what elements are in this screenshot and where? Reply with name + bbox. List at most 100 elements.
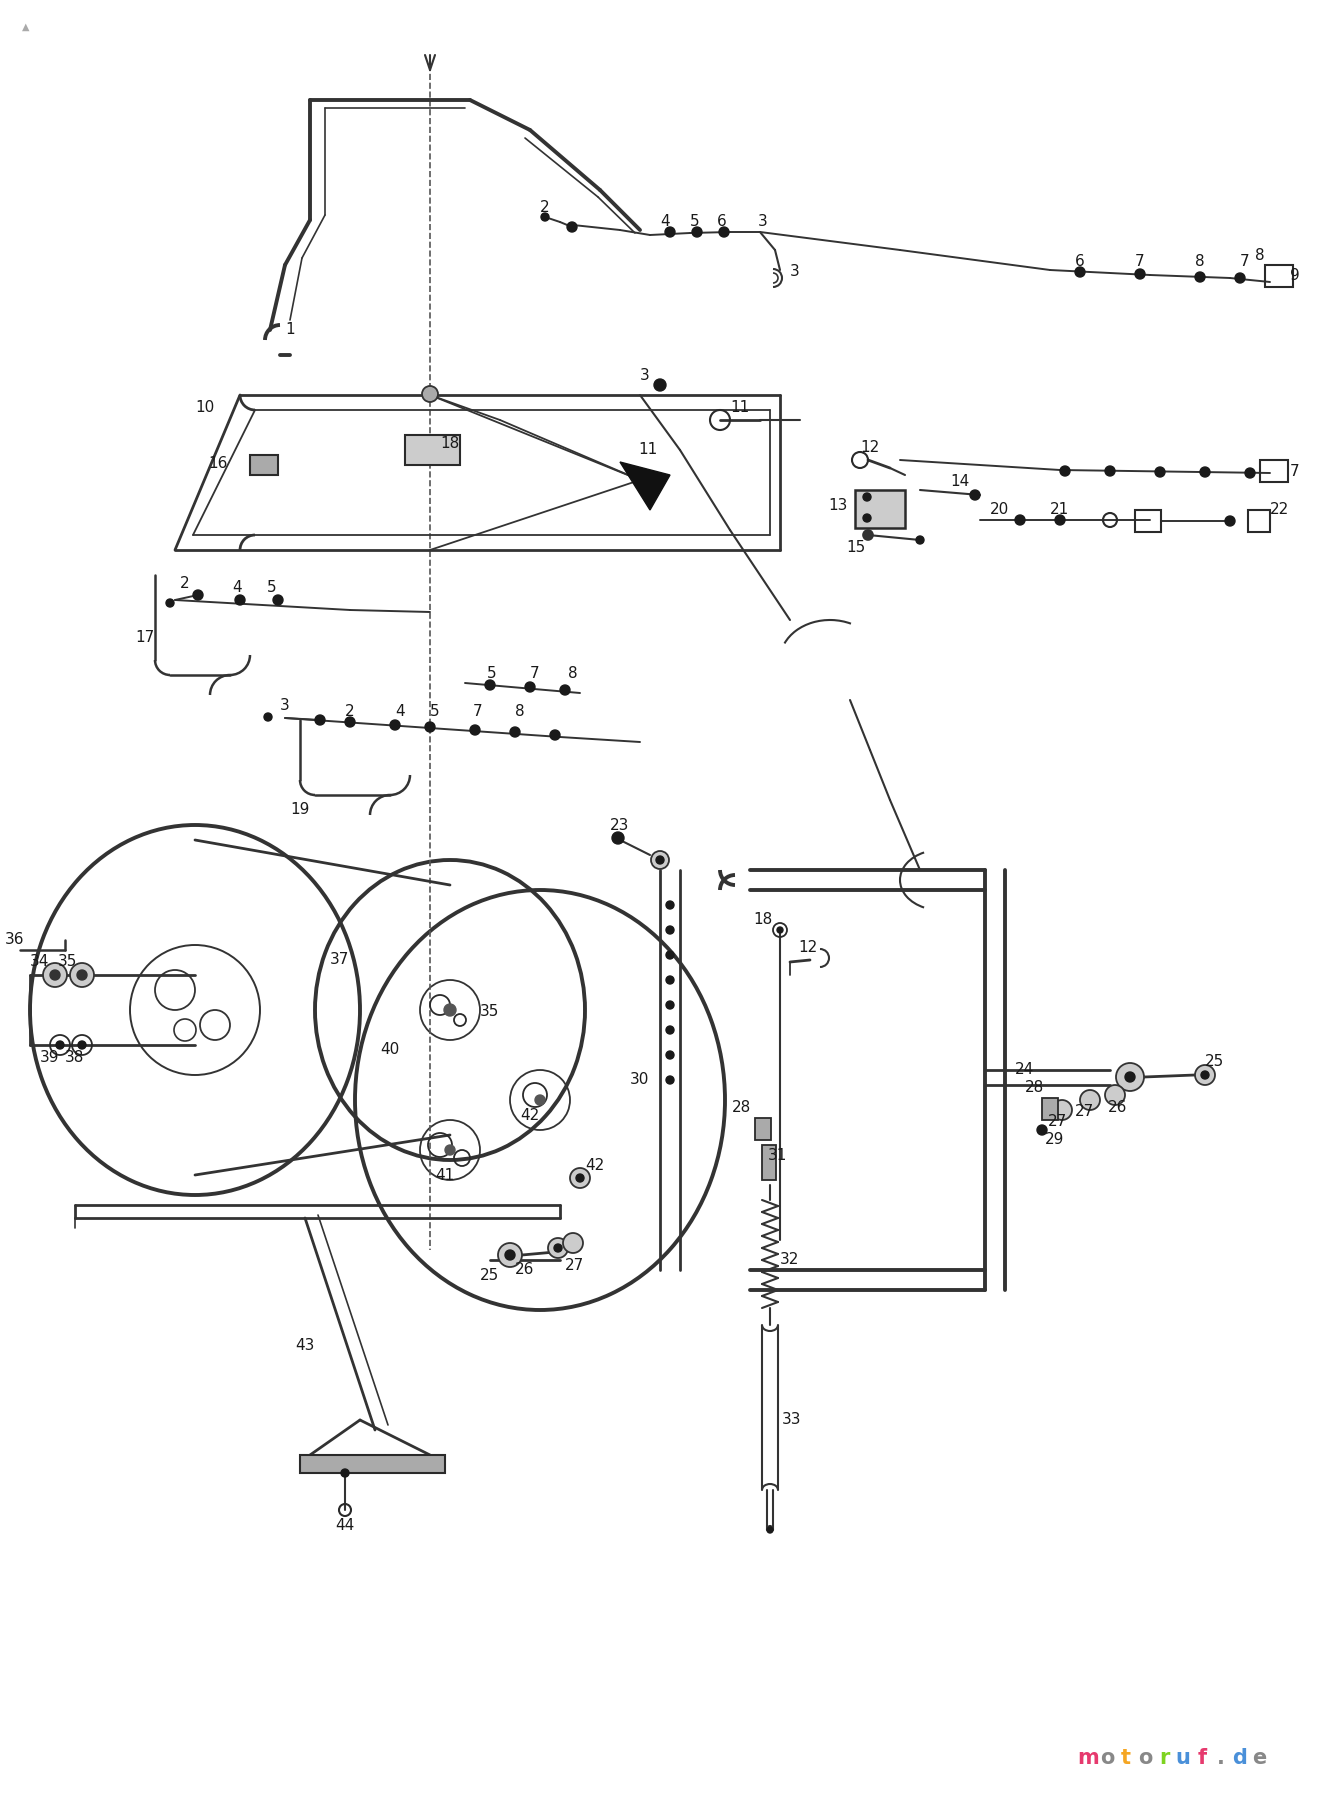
Circle shape	[535, 1094, 544, 1105]
Circle shape	[864, 515, 872, 522]
Bar	[1248, 509, 1270, 533]
Text: u: u	[1176, 1748, 1191, 1768]
Text: 9: 9	[1290, 268, 1299, 283]
Text: 3: 3	[790, 265, 799, 279]
Circle shape	[970, 490, 980, 500]
Text: 22: 22	[1270, 502, 1290, 518]
Text: 42: 42	[520, 1107, 539, 1123]
Circle shape	[666, 1051, 675, 1058]
Text: 8: 8	[1255, 247, 1265, 263]
Text: 41: 41	[436, 1168, 455, 1183]
Circle shape	[485, 680, 495, 689]
Circle shape	[1051, 1100, 1071, 1120]
Circle shape	[1134, 268, 1145, 279]
Circle shape	[567, 221, 577, 232]
Circle shape	[666, 925, 675, 934]
Text: 10: 10	[196, 401, 215, 416]
Text: 38: 38	[66, 1051, 84, 1066]
Text: 11: 11	[731, 401, 750, 416]
Text: 5: 5	[267, 580, 276, 596]
Text: 12: 12	[798, 940, 818, 956]
Circle shape	[1055, 515, 1065, 526]
Text: 15: 15	[846, 540, 866, 556]
Bar	[405, 436, 460, 464]
Text: 28: 28	[732, 1100, 751, 1116]
Circle shape	[425, 722, 434, 733]
Circle shape	[1244, 468, 1255, 479]
Text: 34: 34	[31, 954, 50, 970]
Bar	[249, 455, 278, 475]
Text: 17: 17	[135, 630, 154, 646]
Bar	[1261, 461, 1287, 482]
Circle shape	[1075, 266, 1085, 277]
Text: 7: 7	[1240, 254, 1250, 270]
Circle shape	[78, 1040, 86, 1049]
Circle shape	[916, 536, 924, 544]
Bar	[856, 490, 905, 527]
Text: d: d	[1232, 1748, 1247, 1768]
Circle shape	[235, 596, 245, 605]
Text: 7: 7	[1136, 254, 1145, 270]
Circle shape	[506, 1249, 515, 1260]
Text: 4: 4	[232, 580, 241, 596]
Circle shape	[341, 1469, 349, 1478]
Circle shape	[654, 380, 666, 391]
Text: 27: 27	[566, 1258, 585, 1273]
Circle shape	[1195, 1066, 1215, 1085]
Text: 8: 8	[1195, 254, 1204, 270]
Circle shape	[864, 529, 873, 540]
Bar	[755, 1118, 771, 1139]
Text: 2: 2	[345, 704, 355, 720]
Text: 43: 43	[295, 1337, 315, 1352]
Bar	[1042, 1098, 1058, 1120]
Circle shape	[76, 970, 87, 979]
Circle shape	[1195, 272, 1206, 283]
Text: o: o	[1137, 1748, 1152, 1768]
Circle shape	[561, 686, 570, 695]
Bar	[1134, 509, 1161, 533]
Circle shape	[422, 385, 439, 401]
Text: 26: 26	[1108, 1100, 1128, 1116]
Text: 32: 32	[780, 1253, 799, 1267]
Text: 37: 37	[330, 952, 350, 968]
Text: 27: 27	[1049, 1114, 1067, 1130]
Circle shape	[864, 493, 872, 500]
Circle shape	[193, 590, 202, 599]
Text: 11: 11	[638, 443, 657, 457]
Circle shape	[1125, 1073, 1134, 1082]
Text: 28: 28	[1026, 1080, 1045, 1096]
Circle shape	[1059, 466, 1070, 475]
Text: 36: 36	[5, 932, 24, 947]
Text: e: e	[1252, 1748, 1266, 1768]
Circle shape	[570, 1168, 590, 1188]
Circle shape	[666, 1026, 675, 1033]
Text: 42: 42	[586, 1157, 605, 1172]
Text: 40: 40	[381, 1042, 400, 1058]
Text: 44: 44	[335, 1517, 354, 1532]
Text: 26: 26	[515, 1262, 535, 1278]
Circle shape	[498, 1244, 522, 1267]
Bar	[1265, 265, 1293, 286]
Circle shape	[563, 1233, 583, 1253]
Text: 3: 3	[758, 214, 768, 229]
Polygon shape	[620, 463, 670, 509]
Circle shape	[166, 599, 174, 607]
Circle shape	[719, 227, 730, 238]
Circle shape	[692, 227, 701, 238]
Circle shape	[70, 963, 94, 986]
Text: 18: 18	[440, 436, 460, 450]
Circle shape	[577, 1174, 583, 1183]
Text: 20: 20	[991, 502, 1010, 518]
Circle shape	[1202, 1071, 1210, 1078]
Text: 5: 5	[487, 666, 496, 682]
Circle shape	[666, 1076, 675, 1084]
Circle shape	[274, 596, 283, 605]
Text: 6: 6	[1075, 254, 1085, 270]
Text: t: t	[1121, 1748, 1130, 1768]
Circle shape	[611, 832, 624, 844]
Text: ▲: ▲	[21, 22, 30, 32]
Text: r: r	[1159, 1748, 1169, 1768]
Circle shape	[1080, 1091, 1100, 1111]
Circle shape	[390, 720, 400, 731]
Circle shape	[1105, 466, 1114, 475]
